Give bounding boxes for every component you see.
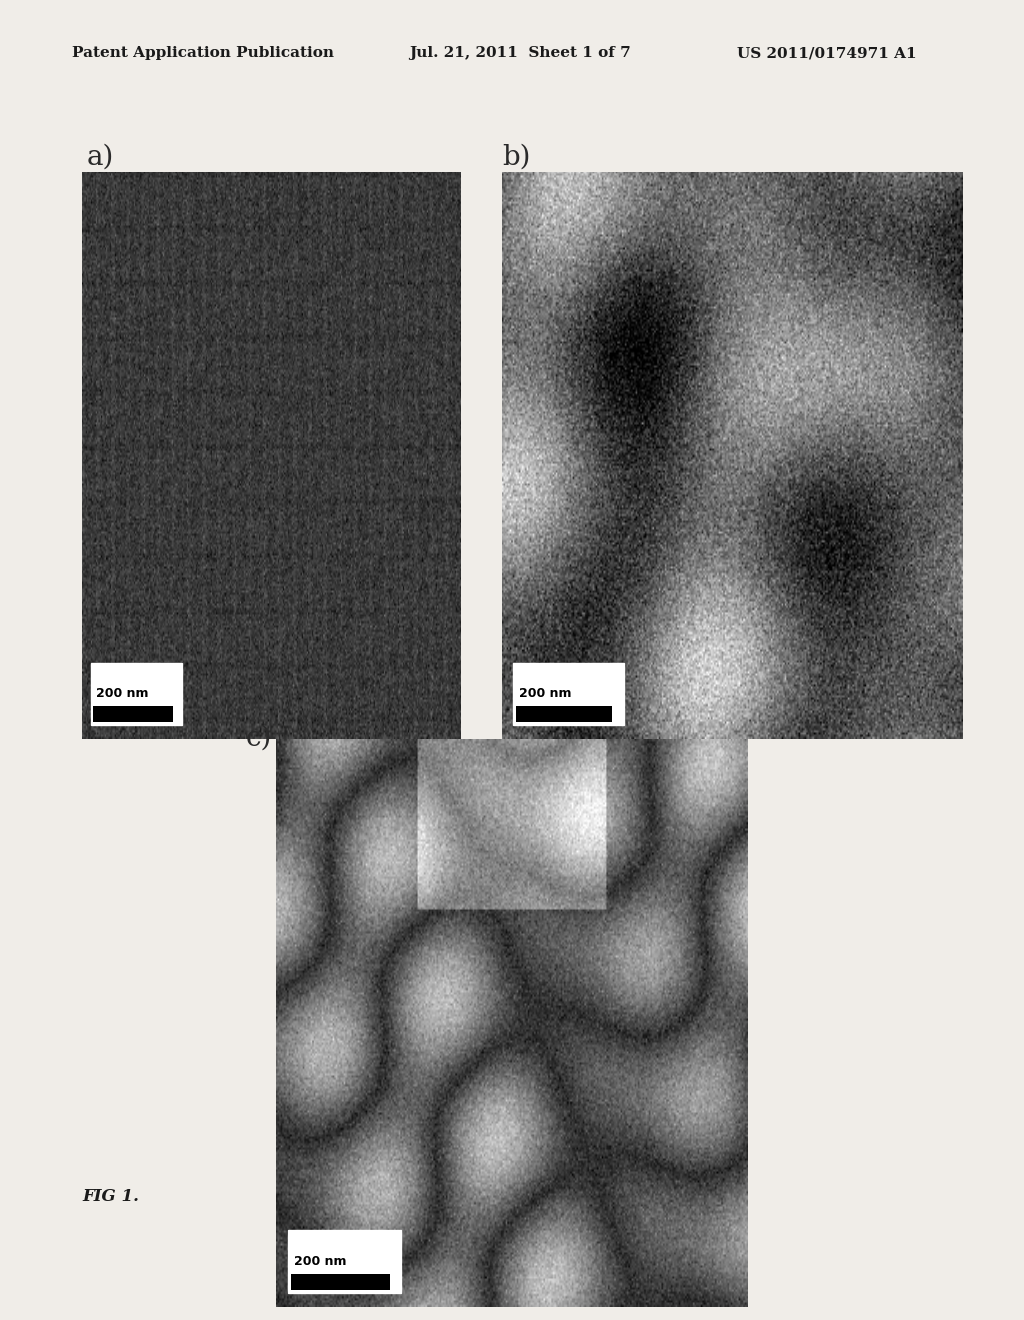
Text: FIG 1.: FIG 1. (82, 1188, 139, 1205)
Text: Patent Application Publication: Patent Application Publication (72, 46, 334, 61)
Text: b): b) (502, 144, 530, 172)
Text: a): a) (87, 144, 115, 172)
Text: 200 nm: 200 nm (294, 1255, 347, 1269)
Text: Jul. 21, 2011  Sheet 1 of 7: Jul. 21, 2011 Sheet 1 of 7 (410, 46, 632, 61)
Bar (291, 1274, 389, 1290)
Text: 200 nm: 200 nm (96, 688, 148, 701)
FancyBboxPatch shape (91, 663, 182, 725)
Text: 200 nm: 200 nm (519, 688, 571, 701)
Bar (515, 706, 612, 722)
FancyBboxPatch shape (289, 1230, 401, 1292)
Text: c): c) (246, 725, 272, 752)
Bar (93, 706, 173, 722)
FancyBboxPatch shape (513, 663, 624, 725)
Text: US 2011/0174971 A1: US 2011/0174971 A1 (737, 46, 916, 61)
